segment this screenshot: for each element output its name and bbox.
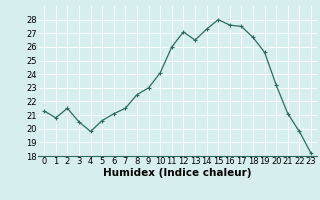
X-axis label: Humidex (Indice chaleur): Humidex (Indice chaleur) — [103, 168, 252, 178]
